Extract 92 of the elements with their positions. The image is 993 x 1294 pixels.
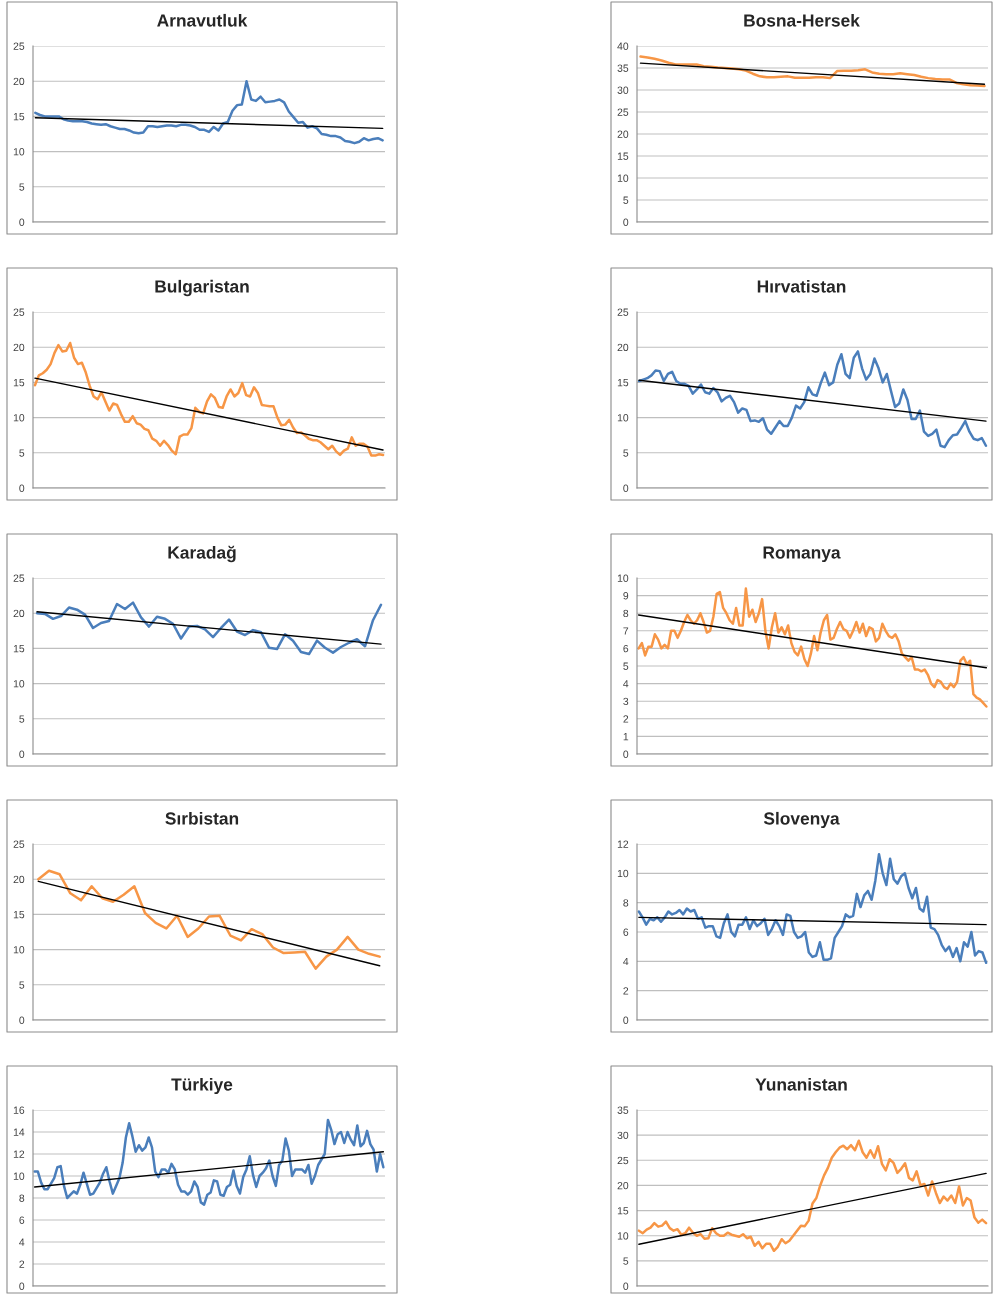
chart-title: Hırvatistan [757,279,846,293]
y-tick-label: 0 [623,1016,629,1024]
y-tick-label: 16 [13,1106,25,1114]
y-tick-label: 4 [623,680,629,688]
y-tick-label: 8 [19,1194,25,1202]
y-tick-label: 0 [623,484,629,492]
y-tick-label: 25 [13,42,25,50]
y-tick-label: 5 [623,662,629,670]
y-tick-label: 25 [13,308,25,316]
y-tick-label: 25 [617,308,629,316]
line-series [637,1139,988,1253]
y-tick-label: 20 [617,343,629,352]
y-tick-label: 0 [19,1282,25,1290]
y-tick-label: 30 [617,1131,629,1140]
y-tick-label: 40 [617,42,629,50]
line-series [637,350,988,449]
y-tick-label: 20 [617,1181,629,1190]
chart-title: Yunanistan [755,1077,847,1091]
y-tick-label: 10 [13,680,25,688]
y-tick-label: 8 [623,899,629,907]
y-tick-label: 3 [623,697,629,706]
y-tick-label: 14 [13,1128,25,1136]
y-tick-label: 10 [13,946,25,954]
y-tick-label: 30 [617,86,629,94]
chart-title: Romanya [763,546,841,563]
y-tick-label: 8 [623,609,629,618]
y-tick-label: 25 [617,108,629,116]
y-tick-label: 25 [13,574,25,582]
y-tick-label: 0 [623,750,629,758]
y-tick-label: 10 [617,574,629,582]
y-tick-label: 10 [617,414,629,422]
y-tick-label: 7 [623,627,629,635]
chart-title: Bulgaristan [155,279,249,297]
y-tick-label: 12 [617,840,629,848]
y-tick-label: 6 [623,928,629,936]
y-tick-label: 4 [19,1238,25,1246]
y-tick-label: 0 [19,750,25,758]
y-tick-label: 6 [19,1216,25,1224]
chart-title: Slovenya [763,811,840,829]
y-tick-label: 5 [19,981,25,989]
y-tick-label: 20 [13,875,25,884]
y-tick-label: 5 [19,715,25,723]
y-tick-label: 6 [623,644,629,653]
y-tick-label: 5 [623,196,629,204]
y-tick-label: 15 [617,379,629,387]
y-tick-label: 4 [623,957,629,966]
y-tick-label: 12 [13,1150,25,1158]
y-tick-label: 20 [13,77,25,86]
y-tick-label: 15 [13,379,25,387]
y-tick-label: 10 [617,869,629,878]
y-tick-label: 0 [19,218,25,226]
y-tick-label: 10 [617,1232,629,1240]
y-tick-label: 15 [617,152,629,160]
y-tick-label: 9 [623,592,629,600]
y-tick-label: 0 [19,484,25,492]
line-series [34,79,384,145]
y-tick-label: 25 [617,1156,629,1165]
y-tick-label: 10 [13,414,25,422]
y-tick-label: 15 [13,113,25,121]
chart-title: Karadağ [168,545,236,563]
line-series [35,601,383,656]
chart-title: Arnavutluk [157,13,248,27]
y-tick-label: 20 [13,609,25,618]
chart-title: Sırbistan [165,811,239,825]
y-tick-label: 20 [13,343,25,352]
line-series [637,853,988,965]
y-tick-label: 1 [623,733,629,741]
y-tick-label: 5 [19,449,25,457]
y-tick-label: 5 [623,1257,629,1265]
y-tick-label: 25 [13,840,25,848]
line-series [33,1118,385,1206]
y-tick-label: 35 [617,64,629,72]
y-tick-label: 20 [617,130,629,138]
line-series [33,341,385,457]
chart-title: Bosna-Hersek [744,13,860,27]
y-tick-label: 15 [617,1207,629,1215]
y-tick-label: 10 [13,1172,25,1180]
y-tick-label: 0 [19,1016,25,1024]
y-tick-label: 10 [13,148,25,156]
y-tick-label: 15 [13,645,25,653]
y-tick-label: 15 [13,911,25,919]
y-tick-label: 2 [19,1260,25,1268]
y-tick-label: 0 [623,218,629,226]
y-tick-label: 2 [623,987,629,995]
y-tick-label: 35 [617,1106,629,1114]
y-tick-label: 2 [623,715,629,723]
line-series [637,587,988,708]
y-tick-label: 10 [617,174,629,182]
y-tick-label: 5 [623,449,629,457]
y-tick-label: 5 [19,183,25,191]
y-tick-label: 0 [623,1282,629,1290]
chart-title: Türkiye [171,1077,233,1095]
